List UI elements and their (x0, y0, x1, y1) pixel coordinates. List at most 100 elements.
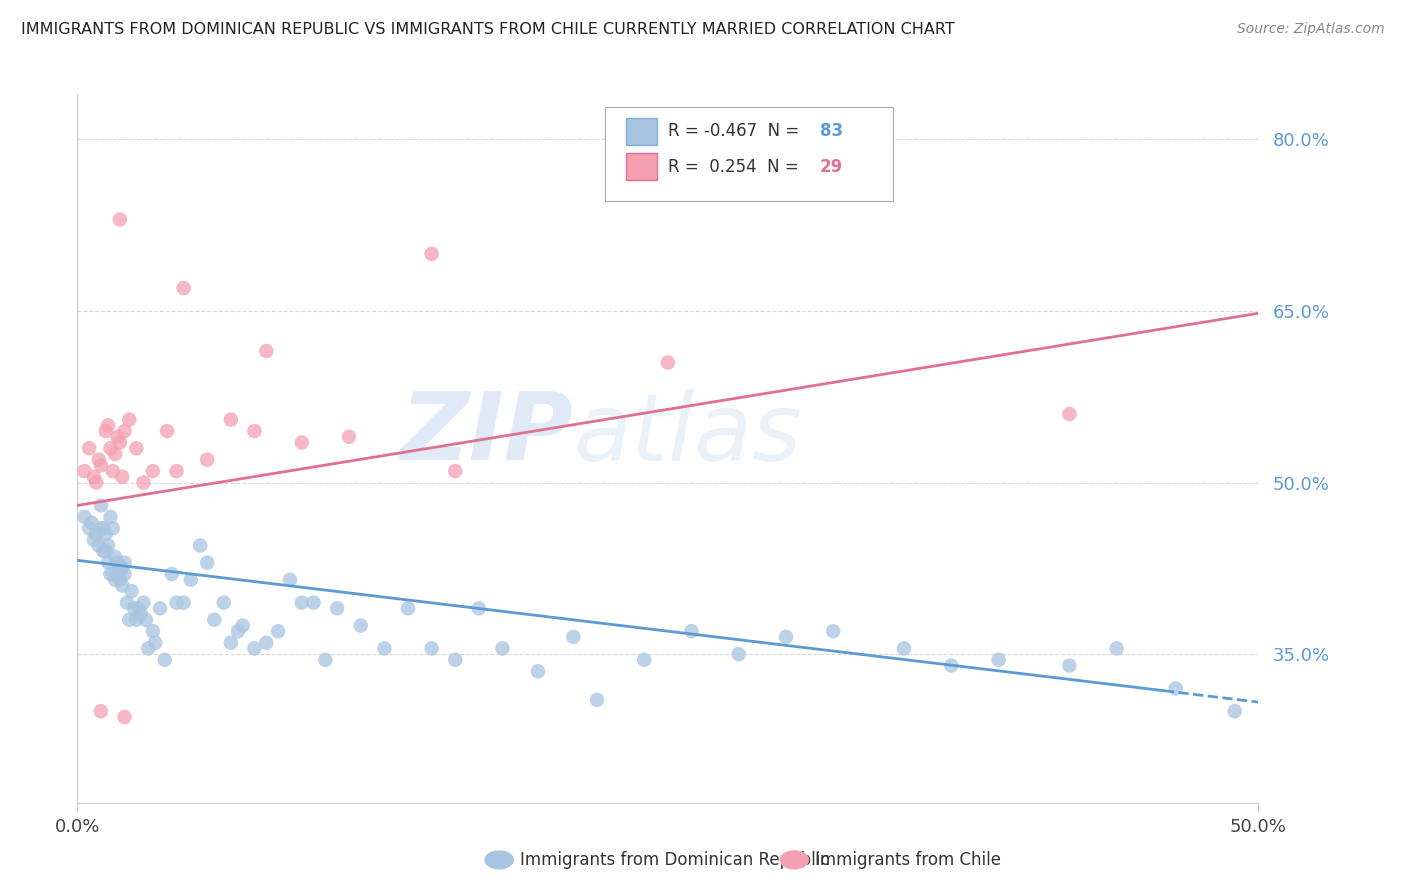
Point (143, 635, 166, 649)
Point (420, 641, 443, 656)
Point (267, 624, 290, 639)
Point (1105, 641, 1128, 656)
Point (254, 344, 277, 359)
Point (101, 521, 124, 535)
Point (823, 624, 845, 639)
Point (633, 653, 655, 667)
Point (107, 567, 129, 582)
Text: atlas: atlas (574, 389, 801, 480)
Point (727, 647, 749, 661)
Point (444, 464, 467, 478)
Point (149, 601, 172, 615)
Point (87, 538, 110, 552)
Point (491, 641, 513, 656)
Point (100, 509, 122, 524)
Point (94, 544, 117, 558)
Point (97, 418, 120, 433)
Point (291, 435, 314, 450)
Point (420, 247, 443, 261)
Point (202, 613, 225, 627)
Point (243, 424, 266, 438)
Point (681, 624, 703, 639)
Point (90, 458, 112, 473)
Text: Source: ZipAtlas.com: Source: ZipAtlas.com (1237, 22, 1385, 37)
Point (166, 596, 188, 610)
Point (122, 601, 145, 615)
Point (586, 693, 609, 707)
Point (254, 635, 277, 649)
Point (115, 596, 138, 610)
Point (188, 538, 211, 552)
Text: Immigrants from Chile: Immigrants from Chile (815, 851, 1001, 869)
Point (527, 665, 550, 679)
Point (180, 573, 202, 587)
Point (108, 573, 131, 587)
Point (396, 601, 419, 615)
Point (73, 464, 96, 478)
Point (195, 452, 218, 467)
Point (94, 424, 117, 438)
Point (1059, 658, 1081, 673)
Point (1223, 704, 1246, 718)
Point (77, 521, 100, 535)
Point (142, 464, 165, 478)
Point (166, 464, 188, 478)
Point (212, 596, 235, 610)
Point (90, 499, 112, 513)
Point (128, 601, 150, 615)
Point (121, 584, 143, 599)
Point (97, 556, 120, 570)
Point (1164, 681, 1187, 696)
Point (83, 533, 105, 547)
Point (278, 573, 301, 587)
Point (104, 549, 127, 564)
Point (775, 630, 797, 644)
Point (97, 538, 120, 552)
Text: R = -0.467  N =: R = -0.467 N = (668, 122, 804, 140)
Point (83, 470, 105, 484)
Point (156, 424, 179, 438)
Point (314, 653, 336, 667)
Point (114, 556, 136, 570)
Point (111, 561, 134, 575)
Point (108, 435, 131, 450)
Point (84, 475, 107, 490)
Point (111, 578, 134, 592)
Point (142, 624, 165, 639)
Point (219, 412, 242, 426)
Point (326, 601, 349, 615)
Point (226, 624, 249, 639)
Point (468, 601, 491, 615)
Point (562, 630, 585, 644)
Point (101, 464, 124, 478)
Text: 83: 83 (820, 122, 842, 140)
Point (114, 710, 136, 724)
Point (1059, 407, 1081, 421)
Point (941, 658, 963, 673)
Point (91, 521, 114, 535)
Point (101, 567, 124, 582)
Point (125, 613, 148, 627)
Point (104, 573, 127, 587)
Text: R =  0.254  N =: R = 0.254 N = (668, 158, 804, 176)
Point (84, 527, 107, 541)
Text: Immigrants from Dominican Republic: Immigrants from Dominican Republic (520, 851, 830, 869)
Point (77, 441, 100, 455)
Point (90, 521, 112, 535)
Point (987, 653, 1010, 667)
Point (219, 635, 242, 649)
Point (94, 527, 117, 541)
Text: 29: 29 (820, 158, 844, 176)
Point (373, 641, 395, 656)
Point (302, 596, 325, 610)
Point (90, 704, 112, 718)
Point (132, 475, 155, 490)
Point (243, 641, 266, 656)
Text: ZIP: ZIP (401, 388, 574, 480)
Point (87, 452, 110, 467)
Point (291, 596, 314, 610)
Point (118, 412, 141, 426)
Point (114, 567, 136, 582)
Point (232, 618, 254, 632)
Point (657, 355, 679, 369)
